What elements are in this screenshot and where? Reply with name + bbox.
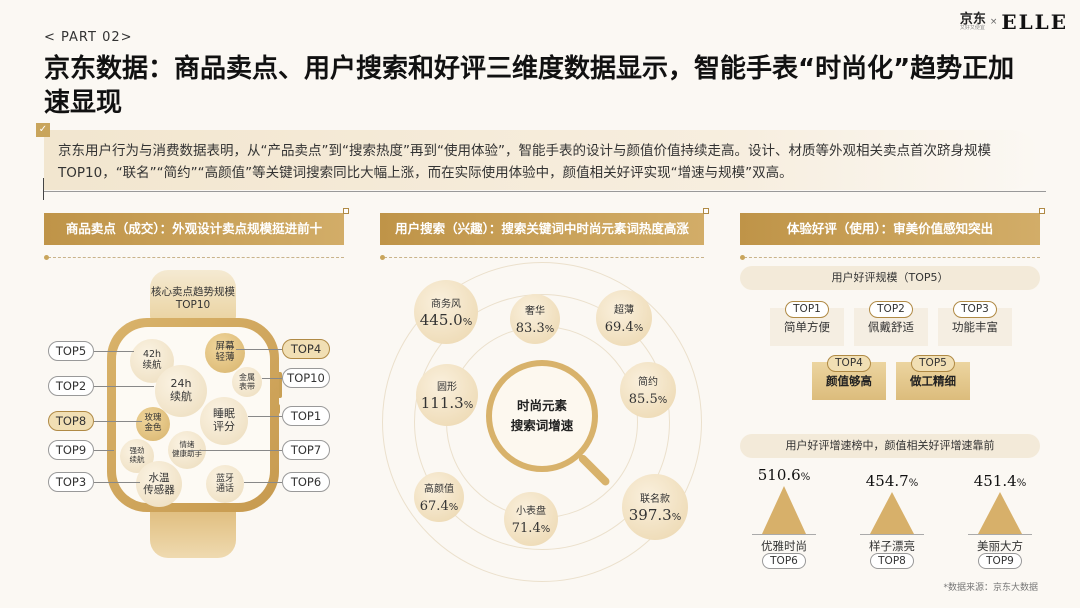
search-bubble-business: 商务风 445.0% — [414, 280, 478, 344]
review-top2-rank: TOP2 — [869, 301, 913, 318]
connector-line — [94, 351, 134, 352]
watch-body: 42h 续航 屏幕 轻薄 金属 表带 24h 续航 睡眠 评分 玫瑰 金色 强劲… — [107, 318, 279, 512]
part-label: < PART 02> — [44, 30, 133, 45]
section-header-reviews: 体验好评（使用）：审美价值感知突出 — [740, 208, 1045, 245]
growth-triangle — [870, 492, 914, 534]
baseline — [860, 534, 924, 535]
growth-triangle — [978, 492, 1022, 534]
review-growth-title: 用户好评增速榜中，颜值相关好评增速靠前 — [740, 434, 1040, 458]
review-top1-rank: TOP1 — [785, 301, 829, 318]
bubble-bluetooth-call: 蓝牙 通话 — [206, 465, 244, 503]
search-bubble-ultrathin: 超薄 69.4% — [596, 290, 652, 346]
growth-name: 优雅时尚 — [761, 539, 807, 553]
review-top3-rank: TOP3 — [953, 301, 997, 318]
growth-value: 510.6% — [757, 466, 811, 484]
divider — [744, 257, 1040, 258]
intro-text: 京东用户行为与消费数据表明，从“产品卖点”到“搜索热度”再到“使用体验”，智能手… — [44, 130, 1040, 190]
rank-pill-top9: TOP9 — [48, 440, 94, 460]
divider-tick — [43, 178, 44, 200]
elle-logo: ELLE — [1001, 10, 1068, 34]
connector-line — [94, 482, 140, 483]
section-header-search: 用户搜索（兴趣）：搜索关键词中时尚元素词热度高涨 — [380, 208, 709, 245]
growth-triangle — [762, 486, 806, 534]
search-bubble-round: 圆形 111.3% — [416, 364, 478, 426]
magnifier-icon — [486, 360, 598, 472]
growth-rank: TOP9 — [978, 553, 1022, 569]
search-center-label: 时尚元素 搜索词增速 — [510, 398, 574, 433]
rank-pill-top10: TOP10 — [282, 368, 330, 388]
baseline — [968, 534, 1032, 535]
data-source-note: *数据来源：京东大数据 — [943, 583, 1038, 593]
connector-line — [94, 421, 142, 422]
divider — [48, 257, 344, 258]
baseline — [752, 534, 816, 535]
divider-dot — [380, 255, 385, 260]
connector-line — [94, 450, 114, 451]
review-scale-title: 用户好评规模（TOP5） — [740, 266, 1040, 290]
check-icon: ✓ — [36, 123, 50, 137]
bubble-emotion-health: 情绪 健康助手 — [168, 431, 206, 469]
growth-rank: TOP8 — [870, 553, 914, 569]
divider — [44, 191, 1046, 192]
connector-line — [190, 450, 282, 451]
divider-dot — [740, 255, 745, 260]
jd-logo: 京东 又好又便宜 — [959, 12, 986, 31]
review-top4-rank: TOP4 — [827, 355, 871, 372]
connector-line — [262, 378, 282, 379]
search-bubble-good-looks: 高颜值 67.4% — [414, 472, 464, 522]
growth-name: 美丽大方 — [977, 539, 1023, 553]
divider — [384, 257, 704, 258]
review-top5-name: 做工精细 — [896, 362, 970, 400]
connector-line — [248, 416, 282, 417]
bubble-rose-gold: 玫瑰 金色 — [136, 407, 170, 441]
bubble-water-sensor: 水温 传感器 — [136, 461, 182, 507]
search-bubble-minimal: 简约 85.5% — [620, 362, 676, 418]
rank-pill-top5: TOP5 — [48, 341, 94, 361]
connector-line — [94, 386, 154, 387]
rank-pill-top2: TOP2 — [48, 376, 94, 396]
divider-dot — [44, 255, 49, 260]
rank-pill-top7: TOP7 — [282, 440, 330, 460]
rank-pill-top8: TOP8 — [48, 411, 94, 431]
logo-separator: × — [989, 17, 998, 27]
connector-line — [236, 349, 282, 350]
page-title: 京东数据：商品卖点、用户搜索和好评三维度数据显示，智能手表“时尚化”趋势正加速显… — [44, 54, 1015, 118]
growth-value: 454.7% — [865, 472, 919, 490]
growth-rank: TOP6 — [762, 553, 806, 569]
search-bubble-small-dial: 小表盘 71.4% — [504, 492, 558, 546]
growth-name: 样子漂亮 — [869, 539, 915, 553]
bubble-thin-screen: 屏幕 轻薄 — [205, 333, 245, 373]
search-bubble-collab: 联名款 397.3% — [622, 474, 688, 540]
review-top5-rank: TOP5 — [911, 355, 955, 372]
watch-label: 核心卖点趋势规模 TOP10 — [151, 286, 235, 311]
bubble-24h-battery: 24h 续航 — [155, 365, 207, 417]
rank-pill-top1: TOP1 — [282, 406, 330, 426]
section-header-selling-points: 商品卖点（成交）：外观设计卖点规模挺进前十 — [44, 208, 349, 245]
bubble-sleep-score: 睡眠 评分 — [200, 397, 248, 445]
watch-strap-top — [150, 270, 236, 322]
brand-logos: 京东 又好又便宜 × ELLE — [960, 10, 1068, 34]
watch-face: 42h 续航 屏幕 轻薄 金属 表带 24h 续航 睡眠 评分 玫瑰 金色 强劲… — [116, 327, 270, 507]
rank-pill-top4: TOP4 — [282, 339, 330, 359]
bubble-metal-strap: 金属 表带 — [232, 367, 262, 397]
rank-pill-top3: TOP3 — [48, 472, 94, 492]
rank-pill-top6: TOP6 — [282, 472, 330, 492]
ring — [382, 262, 702, 582]
growth-value: 451.4% — [973, 472, 1027, 490]
search-bubble-luxury: 奢华 83.3% — [510, 294, 560, 344]
connector-line — [244, 482, 282, 483]
